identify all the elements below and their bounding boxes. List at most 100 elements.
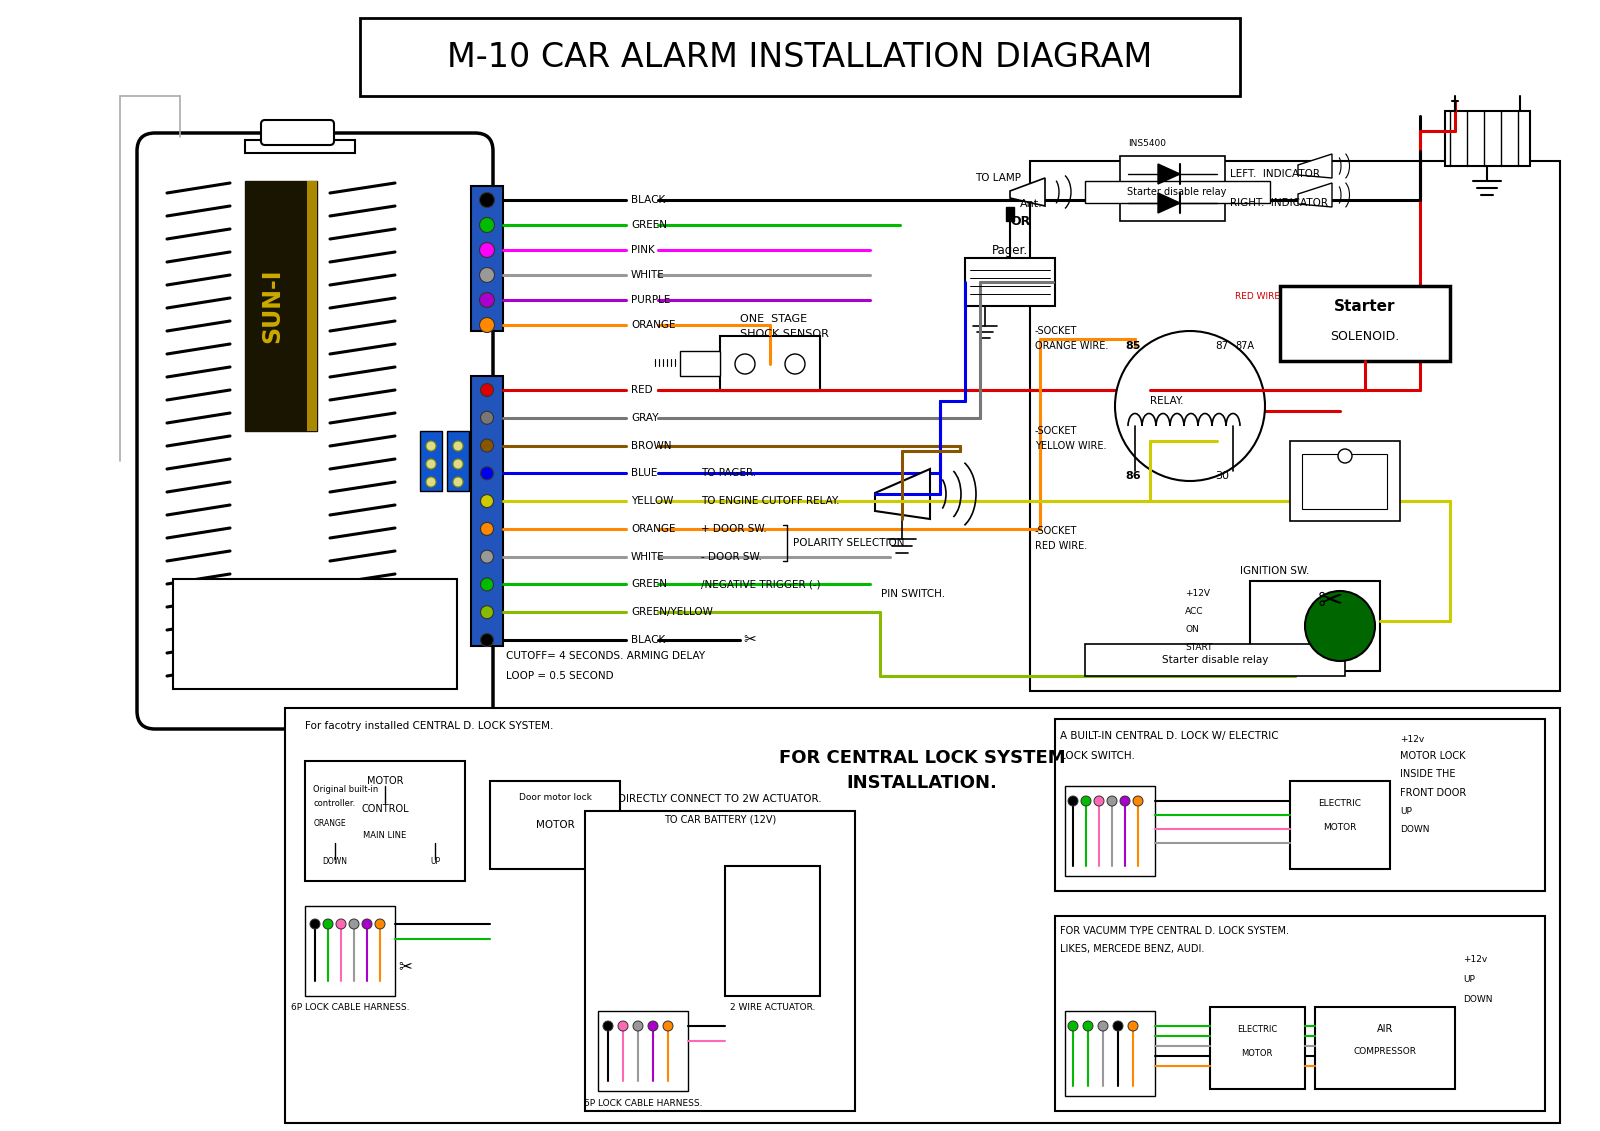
Text: PURPLE: PURPLE: [630, 295, 670, 305]
Polygon shape: [1010, 178, 1045, 206]
Bar: [490, 782, 621, 869]
Polygon shape: [1158, 164, 1181, 184]
Text: RED WIRE.: RED WIRE.: [1035, 541, 1088, 551]
Text: ✂: ✂: [1317, 587, 1342, 615]
Bar: [446, 431, 469, 491]
Circle shape: [1082, 796, 1091, 806]
FancyBboxPatch shape: [261, 120, 334, 145]
Text: FRONT DOOR: FRONT DOOR: [1400, 788, 1466, 798]
Circle shape: [1098, 1021, 1107, 1031]
Circle shape: [480, 467, 493, 480]
Text: Starter: Starter: [1334, 299, 1395, 313]
Circle shape: [734, 354, 755, 374]
Bar: [598, 1011, 688, 1091]
Text: TO ENGINE CUTOFF RELAY.: TO ENGINE CUTOFF RELAY.: [701, 497, 840, 506]
Text: -SOCKET: -SOCKET: [1035, 526, 1077, 536]
Bar: [1085, 181, 1270, 202]
Bar: [1210, 1007, 1306, 1089]
Circle shape: [480, 242, 494, 258]
Text: OR: OR: [1010, 215, 1030, 227]
Text: YELLOW: YELLOW: [630, 497, 674, 506]
Text: DOWN: DOWN: [1400, 824, 1429, 834]
Circle shape: [786, 354, 805, 374]
Text: 85: 85: [1125, 342, 1141, 351]
Circle shape: [480, 633, 493, 647]
Text: For facotry installed CENTRAL D. LOCK SYSTEM.: For facotry installed CENTRAL D. LOCK SY…: [306, 720, 554, 731]
Text: LEFT.  INDICATOR: LEFT. INDICATOR: [1230, 169, 1320, 179]
Text: + DOOR SW.: + DOOR SW.: [701, 524, 766, 534]
Text: ACC: ACC: [1186, 606, 1203, 615]
Circle shape: [603, 1021, 613, 1031]
Bar: [680, 351, 720, 375]
Text: DOWN: DOWN: [1462, 994, 1493, 1003]
Text: -SOCKET: -SOCKET: [1035, 326, 1077, 336]
Circle shape: [426, 441, 435, 451]
Text: MAIN LINE: MAIN LINE: [363, 830, 406, 839]
Text: INSTALLATION.: INSTALLATION.: [846, 774, 997, 792]
Text: Starter disable relay: Starter disable relay: [1162, 655, 1269, 665]
Text: /NEGATIVE TRIGGER (-): /NEGATIVE TRIGGER (-): [701, 579, 821, 589]
Text: GREEN: GREEN: [630, 221, 667, 230]
Text: ✂: ✂: [398, 957, 411, 975]
Bar: [173, 579, 458, 689]
Circle shape: [1338, 449, 1352, 463]
Circle shape: [349, 920, 358, 929]
Bar: [1054, 719, 1546, 891]
Circle shape: [1069, 796, 1078, 806]
Text: 6P LOCK CABLE HARNESS.: 6P LOCK CABLE HARNESS.: [291, 1003, 410, 1012]
Text: BROWN: BROWN: [630, 441, 672, 450]
Text: 87A: 87A: [1235, 342, 1254, 351]
Bar: [419, 431, 442, 491]
Circle shape: [480, 217, 494, 233]
Text: MOTOR: MOTOR: [536, 820, 574, 830]
Bar: [720, 336, 819, 391]
Text: UP: UP: [1462, 975, 1475, 984]
Text: ORANGE: ORANGE: [630, 320, 675, 330]
Text: -SOCKET: -SOCKET: [1035, 426, 1077, 435]
Text: GREEN/YELLOW: GREEN/YELLOW: [630, 607, 714, 618]
Text: DOWN: DOWN: [323, 856, 347, 865]
Text: ONE  STAGE: ONE STAGE: [739, 314, 806, 323]
Circle shape: [336, 920, 346, 929]
Circle shape: [634, 1021, 643, 1031]
Text: CUTOFF= 4 SECONDS. ARMING DELAY: CUTOFF= 4 SECONDS. ARMING DELAY: [506, 651, 706, 661]
Circle shape: [480, 268, 494, 283]
Text: ✂: ✂: [744, 632, 757, 648]
Text: SHOCK SENSOR: SHOCK SENSOR: [739, 329, 829, 339]
Circle shape: [453, 459, 462, 469]
Bar: [965, 258, 1054, 307]
Circle shape: [1306, 592, 1374, 661]
Bar: [306, 761, 466, 881]
Text: ELECTRIC: ELECTRIC: [1237, 1025, 1277, 1034]
Bar: [1290, 441, 1400, 521]
Circle shape: [480, 293, 494, 308]
Bar: [1030, 161, 1560, 691]
Circle shape: [480, 550, 493, 563]
Bar: [1066, 1011, 1155, 1096]
Circle shape: [1128, 1021, 1138, 1031]
Text: AIR: AIR: [1378, 1024, 1394, 1034]
Ellipse shape: [1115, 331, 1266, 481]
Text: PIN SWITCH.: PIN SWITCH.: [882, 589, 946, 599]
Text: Starter disable relay: Starter disable relay: [1128, 187, 1227, 197]
Circle shape: [426, 477, 435, 487]
Bar: [1315, 1007, 1454, 1089]
Text: UP: UP: [430, 856, 440, 865]
Text: MOTOR: MOTOR: [1323, 822, 1357, 831]
Polygon shape: [1158, 193, 1181, 213]
Text: RELAY.: RELAY.: [1150, 396, 1184, 406]
Text: START: START: [1186, 642, 1213, 651]
Text: INSIDE THE: INSIDE THE: [1400, 769, 1456, 779]
Bar: [1445, 111, 1530, 166]
Bar: [307, 181, 317, 431]
Text: BLACK: BLACK: [630, 195, 666, 205]
Bar: [1302, 454, 1387, 509]
Bar: [360, 18, 1240, 96]
Bar: [1280, 286, 1450, 361]
Text: GRAY: GRAY: [630, 413, 659, 423]
Text: UP: UP: [1400, 806, 1411, 815]
Text: WHITE: WHITE: [630, 270, 664, 280]
Bar: [586, 811, 854, 1111]
Circle shape: [362, 920, 371, 929]
Text: ORANGE: ORANGE: [314, 819, 346, 828]
